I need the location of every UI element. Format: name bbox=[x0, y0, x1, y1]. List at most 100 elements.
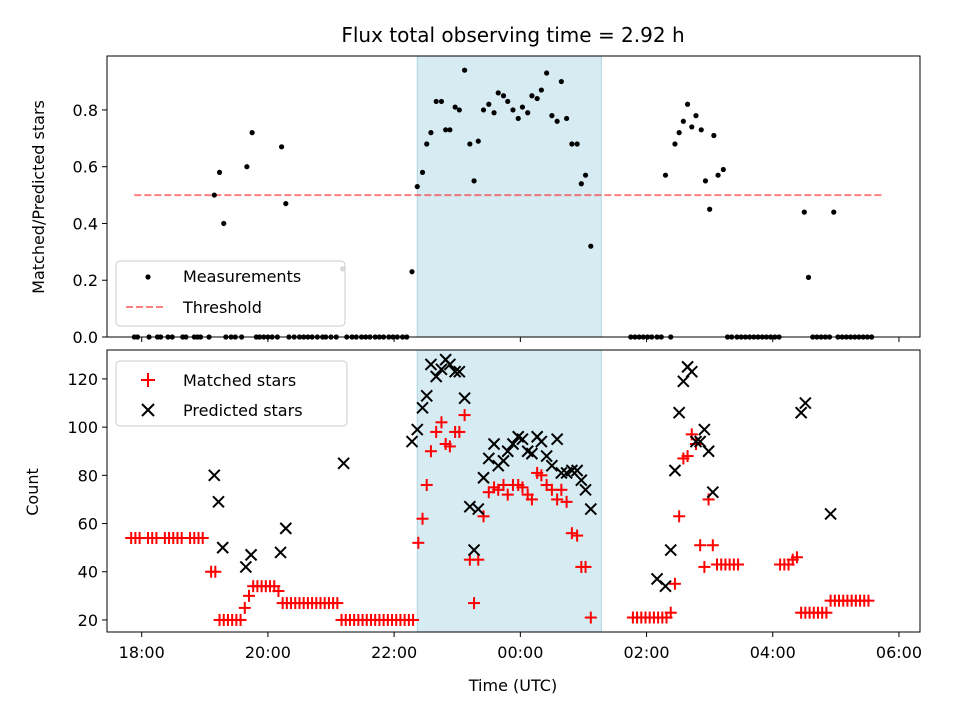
measurement-point bbox=[831, 209, 837, 215]
top-y-axis-label: Matched/Predicted stars bbox=[29, 100, 48, 294]
matched-star-point bbox=[443, 440, 456, 453]
matched-star-point bbox=[551, 493, 564, 506]
predicted-star-point bbox=[411, 423, 424, 436]
predicted-star-point bbox=[584, 502, 598, 516]
legend-threshold-label: Threshold bbox=[182, 298, 262, 317]
matched-star-point bbox=[196, 532, 209, 544]
measurement-point bbox=[486, 101, 492, 107]
matched-star-point bbox=[664, 606, 677, 619]
matched-star-point bbox=[477, 510, 490, 523]
matched-star-point bbox=[234, 613, 247, 626]
matched-star-point bbox=[681, 450, 694, 463]
matched-star-point bbox=[820, 606, 833, 619]
measurement-point bbox=[801, 209, 807, 215]
measurement-point bbox=[519, 104, 526, 110]
matched-star-point bbox=[689, 438, 702, 450]
matched-star-point bbox=[435, 416, 448, 429]
predicted-star-point bbox=[575, 473, 588, 487]
predicted-star-point bbox=[216, 541, 229, 554]
measurement-points bbox=[131, 67, 875, 340]
y-tick-label: 60 bbox=[78, 515, 98, 534]
top-chart-title: Flux total observing time = 2.92 h bbox=[341, 23, 684, 47]
predicted-star-point bbox=[239, 560, 253, 574]
measurement-point bbox=[574, 141, 580, 147]
matched-star-point bbox=[535, 469, 548, 482]
predicted-star-point bbox=[535, 435, 548, 448]
predicted-star-point bbox=[453, 365, 466, 378]
measurement-point bbox=[495, 90, 501, 96]
legend-measurements-label: Measurements bbox=[183, 267, 301, 286]
y-tick-label: 120 bbox=[67, 370, 98, 389]
predicted-star-point bbox=[497, 454, 510, 468]
matched-star-point bbox=[209, 565, 222, 578]
legend-measurements-marker bbox=[145, 274, 151, 280]
predicted-star-point bbox=[570, 464, 584, 477]
predicted-star-point bbox=[565, 464, 579, 477]
measurement-point bbox=[680, 118, 686, 124]
measurement-point bbox=[672, 141, 678, 147]
predicted-star-point bbox=[525, 447, 539, 460]
predicted-star-point bbox=[794, 406, 808, 419]
measurement-point bbox=[510, 107, 516, 113]
measurement-point bbox=[211, 192, 217, 198]
matched-star-point bbox=[584, 611, 597, 624]
measurement-point bbox=[452, 104, 458, 110]
legend-matched-marker bbox=[141, 373, 155, 387]
measurement-point bbox=[569, 141, 575, 147]
top-legend-box bbox=[115, 260, 346, 327]
matched-star-point bbox=[673, 510, 686, 523]
measurement-point bbox=[491, 110, 497, 116]
bottom-observing-span bbox=[416, 349, 602, 633]
matched-star-point bbox=[424, 445, 437, 458]
predicted-star-point bbox=[698, 423, 711, 436]
matched-star-point bbox=[272, 585, 285, 598]
matched-star-point bbox=[565, 527, 578, 540]
measurement-point bbox=[558, 78, 564, 85]
bottom-legend-box bbox=[115, 360, 348, 427]
predicted-star-point bbox=[477, 471, 490, 484]
y-tick-label: 100 bbox=[67, 418, 98, 437]
measurement-point bbox=[456, 107, 462, 113]
predicted-star-point bbox=[482, 452, 495, 465]
measurement-point bbox=[676, 130, 682, 136]
bottom-x-ticks: 18:00 20:00 22:00 00:00 02:00 04:00 06:00 bbox=[119, 632, 922, 662]
matched-star-point bbox=[668, 577, 681, 590]
measurement-point bbox=[707, 206, 713, 212]
predicted-stars-points bbox=[208, 353, 837, 593]
x-tick-label: 04:00 bbox=[750, 643, 796, 662]
bottom-legend: Matched stars Predicted stars bbox=[115, 360, 348, 427]
predicted-star-point bbox=[540, 449, 553, 463]
measurement-point bbox=[693, 113, 699, 119]
measurement-point bbox=[805, 274, 812, 280]
measurement-point bbox=[471, 178, 477, 184]
matched-star-point bbox=[242, 589, 255, 602]
measurement-point bbox=[554, 118, 560, 124]
x-tick-label: 20:00 bbox=[245, 643, 291, 662]
top-panel: 0.00.20.40.60.8 Matched/Predicted stars … bbox=[29, 55, 921, 347]
predicted-star-point bbox=[659, 579, 672, 593]
measurement-point bbox=[662, 172, 669, 178]
predicted-star-point bbox=[689, 435, 703, 448]
measurement-point bbox=[715, 172, 721, 178]
measurement-point bbox=[538, 87, 544, 93]
measurement-point bbox=[461, 67, 468, 73]
predicted-star-point bbox=[472, 502, 485, 516]
measurement-point bbox=[588, 243, 594, 249]
measurement-point bbox=[278, 144, 285, 150]
matched-star-point bbox=[790, 551, 803, 564]
matched-star-point bbox=[407, 613, 420, 626]
legend-predicted-marker bbox=[141, 403, 155, 417]
matched-star-point bbox=[862, 594, 875, 607]
measurement-point bbox=[447, 127, 453, 133]
top-observing-span bbox=[416, 55, 602, 338]
matched-star-point bbox=[468, 597, 481, 610]
measurement-point bbox=[424, 141, 430, 147]
predicted-star-point bbox=[416, 401, 429, 415]
predicted-star-point bbox=[685, 365, 698, 378]
matched-star-point bbox=[694, 539, 707, 552]
predicted-star-point bbox=[448, 365, 462, 378]
predicted-star-point bbox=[664, 543, 677, 557]
measurement-point bbox=[525, 110, 531, 116]
predicted-star-point bbox=[424, 358, 438, 371]
